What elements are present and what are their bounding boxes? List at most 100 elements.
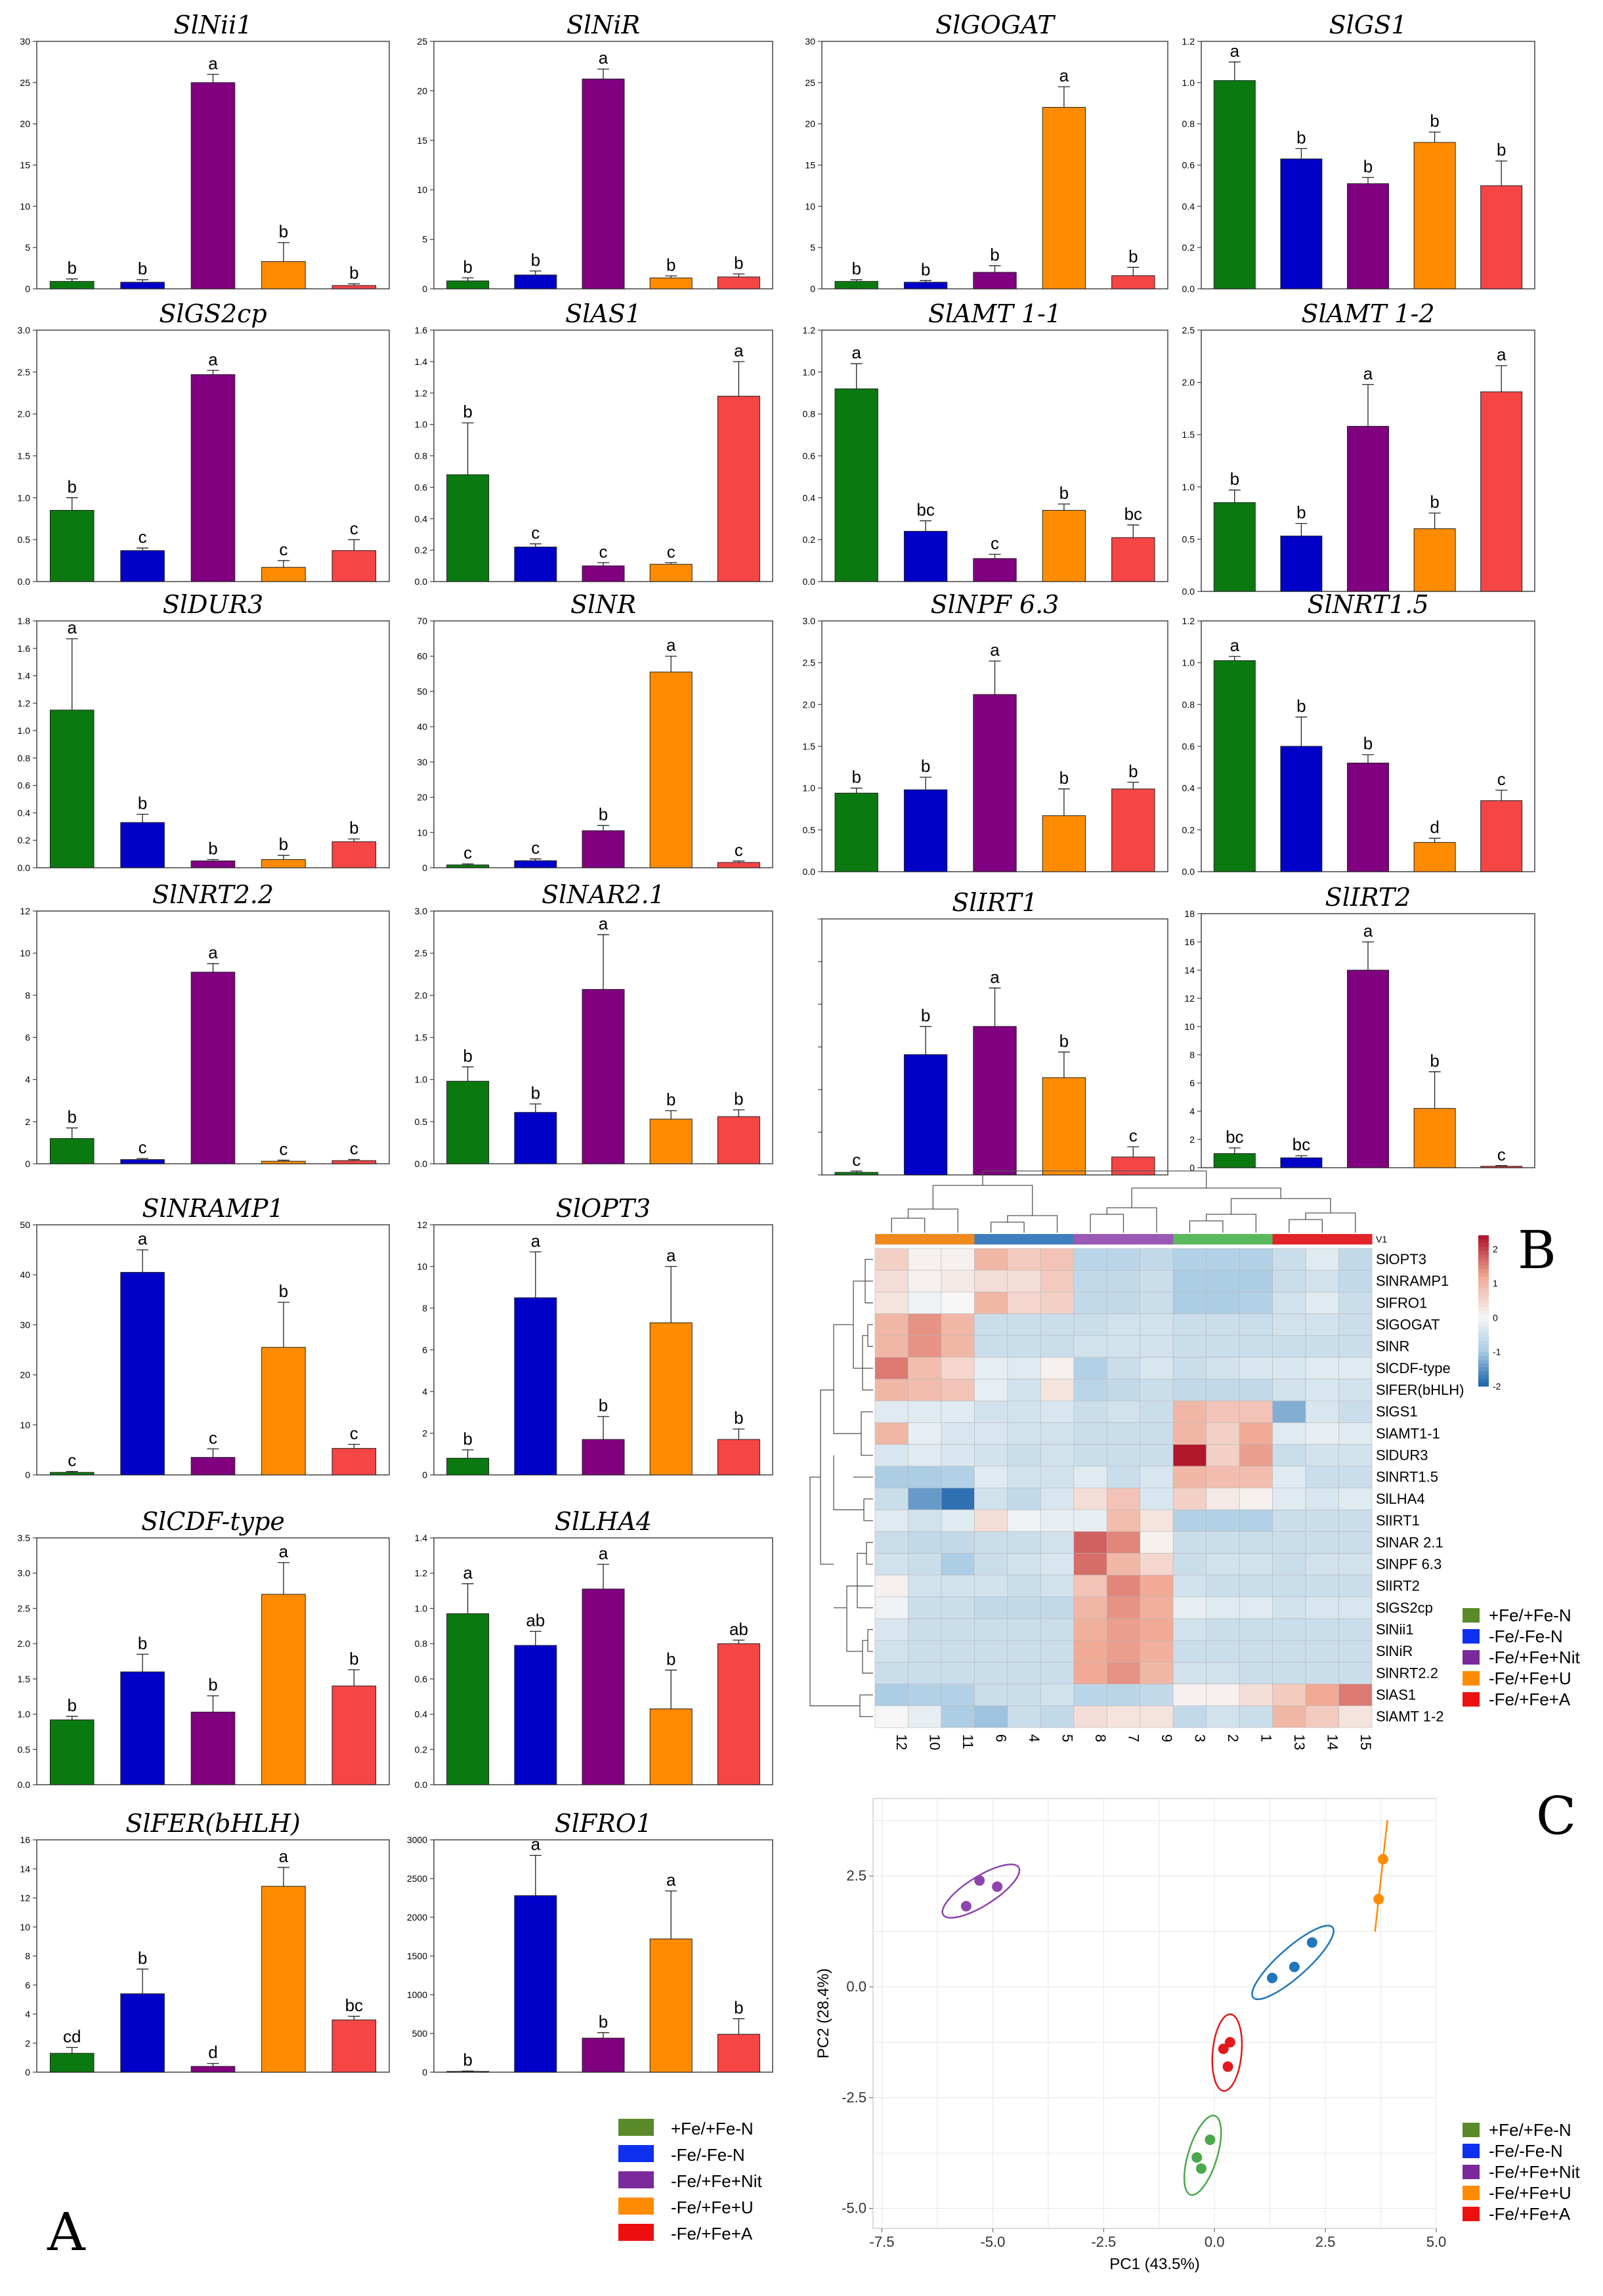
- heatmap-cell: [1073, 1684, 1107, 1707]
- legend-label: -Fe/-Fe-N: [1489, 2141, 1563, 2161]
- significance-letter: b: [138, 1633, 147, 1653]
- heatmap-cell: [974, 1248, 1008, 1271]
- significance-letter: a: [666, 1870, 676, 1890]
- bar: [1413, 142, 1456, 289]
- significance-letter: b: [1430, 1051, 1439, 1071]
- bar: [120, 282, 165, 289]
- chart-title: SlGS2cp: [159, 299, 267, 328]
- heatmap-cell: [1206, 1531, 1240, 1554]
- significance-letter: b: [1296, 503, 1306, 522]
- y-tick-label: 2.0: [18, 1638, 31, 1649]
- bar-chart-slfro1: SlFRO1 0 500 1000 1500 2000 2500 3000 b a b a b: [407, 1809, 773, 2077]
- pca-frame: [872, 1798, 1437, 2229]
- bar: [1347, 969, 1389, 1168]
- significance-letter: b: [734, 1089, 743, 1109]
- heatmap-col-label: 12: [893, 1734, 910, 1750]
- significance-letter: a: [1363, 364, 1373, 383]
- y-tick-label: 0.4: [803, 492, 816, 503]
- pca-y-axis-label: PC2 (28.4%): [815, 1968, 832, 2058]
- color-scale-step: [1478, 1359, 1489, 1364]
- heatmap-cell: [1305, 1618, 1339, 1641]
- pca-group: [1251, 1924, 1335, 2001]
- heatmap-cell: [1338, 1466, 1373, 1489]
- heatmap-cell: [941, 1444, 975, 1467]
- y-tick-label: 1.5: [1182, 429, 1195, 440]
- y-tick-label: 1.2: [18, 698, 31, 708]
- column-dendrogram-branch: [1189, 1220, 1224, 1233]
- pca-confidence-ellipse: [1211, 2013, 1243, 2092]
- pca-point: [1377, 1854, 1388, 1865]
- chart-title: SlFRO1: [555, 1809, 652, 1838]
- color-scale-step: [1478, 1262, 1489, 1266]
- significance-letter: b: [921, 756, 930, 776]
- heatmap-cell: [1073, 1444, 1107, 1467]
- legend-swatch: [618, 2119, 654, 2136]
- heatmap-row-label: SlNAR 2.1: [1376, 1534, 1443, 1550]
- heatmap-cell: [1239, 1596, 1273, 1619]
- heatmap-cell: [1305, 1313, 1339, 1336]
- heatmap-cell: [1040, 1400, 1075, 1423]
- bar: [261, 1594, 306, 1785]
- heatmap-cell: [1140, 1248, 1174, 1271]
- legend-label: -Fe/+Fe+Nit: [1489, 1648, 1580, 1667]
- color-scale-step: [1478, 1284, 1489, 1288]
- significance-letter: a: [208, 53, 218, 73]
- bar: [514, 1895, 557, 2073]
- y-tick-label: 0.5: [1182, 534, 1195, 544]
- heatmap-cell: [1172, 1531, 1207, 1554]
- pca-y-tick-label: -2.5: [842, 2089, 866, 2106]
- heatmap-cell: [941, 1400, 975, 1423]
- bar: [446, 1080, 490, 1164]
- y-tick-label: 3.0: [803, 616, 816, 626]
- bar: [1280, 1157, 1323, 1168]
- heatmap-cell: [1172, 1444, 1207, 1467]
- pca-group: [1183, 2114, 1222, 2196]
- significance-letter: bc: [1293, 1135, 1310, 1155]
- y-tick-label: 1.2: [803, 325, 816, 335]
- heatmap-cell: [908, 1269, 942, 1292]
- y-tick-label: 0.5: [18, 534, 31, 545]
- heatmap-cell: [908, 1509, 942, 1532]
- significance-letter: b: [279, 834, 288, 854]
- heatmap-cell: [874, 1662, 908, 1684]
- pca-point: [1306, 1937, 1317, 1948]
- heatmap-cell: [1206, 1357, 1240, 1380]
- pca-x-tick-label: -7.5: [870, 2234, 895, 2250]
- heatmap-cell: [941, 1487, 975, 1510]
- heatmap-cell: [1272, 1313, 1306, 1336]
- significance-letter: b: [349, 1649, 358, 1669]
- heatmap-row-label: SlIRT1: [1376, 1512, 1420, 1529]
- color-scale-step: [1478, 1243, 1489, 1247]
- y-tick-label: 3.0: [18, 1568, 31, 1579]
- heatmap-cell: [1338, 1422, 1373, 1445]
- color-scale-step: [1478, 1374, 1489, 1379]
- bar: [903, 789, 948, 872]
- bar: [1413, 528, 1456, 592]
- bar: [514, 274, 557, 289]
- heatmap-cell: [1272, 1575, 1306, 1598]
- chart-title: SlNRT1.5: [1307, 590, 1428, 619]
- heatmap-cell: [1140, 1531, 1174, 1554]
- heatmap-cell: [1206, 1705, 1240, 1728]
- y-tick-label: 8: [25, 990, 30, 1000]
- bar: [446, 864, 490, 868]
- bar: [190, 2066, 236, 2073]
- heatmap-cell: [974, 1618, 1008, 1641]
- legend-label: -Fe/-Fe-N: [671, 2145, 745, 2165]
- bar: [1213, 502, 1256, 592]
- heatmap-cell: [1172, 1553, 1207, 1576]
- heatmap-cell: [1106, 1662, 1141, 1684]
- heatmap-cell: [1040, 1292, 1075, 1314]
- heatmap-cell: [1140, 1575, 1174, 1598]
- y-tick-label: 0.6: [415, 1674, 428, 1684]
- significance-letter: a: [1230, 41, 1240, 60]
- color-scale-step: [1478, 1281, 1489, 1285]
- heatmap-cell: [1239, 1509, 1273, 1532]
- column-dendrogram-branch: [1131, 1187, 1281, 1208]
- color-scale-step: [1478, 1344, 1489, 1349]
- heatmap-cell: [1040, 1487, 1075, 1510]
- bar: [331, 1686, 377, 1785]
- bar: [717, 862, 760, 868]
